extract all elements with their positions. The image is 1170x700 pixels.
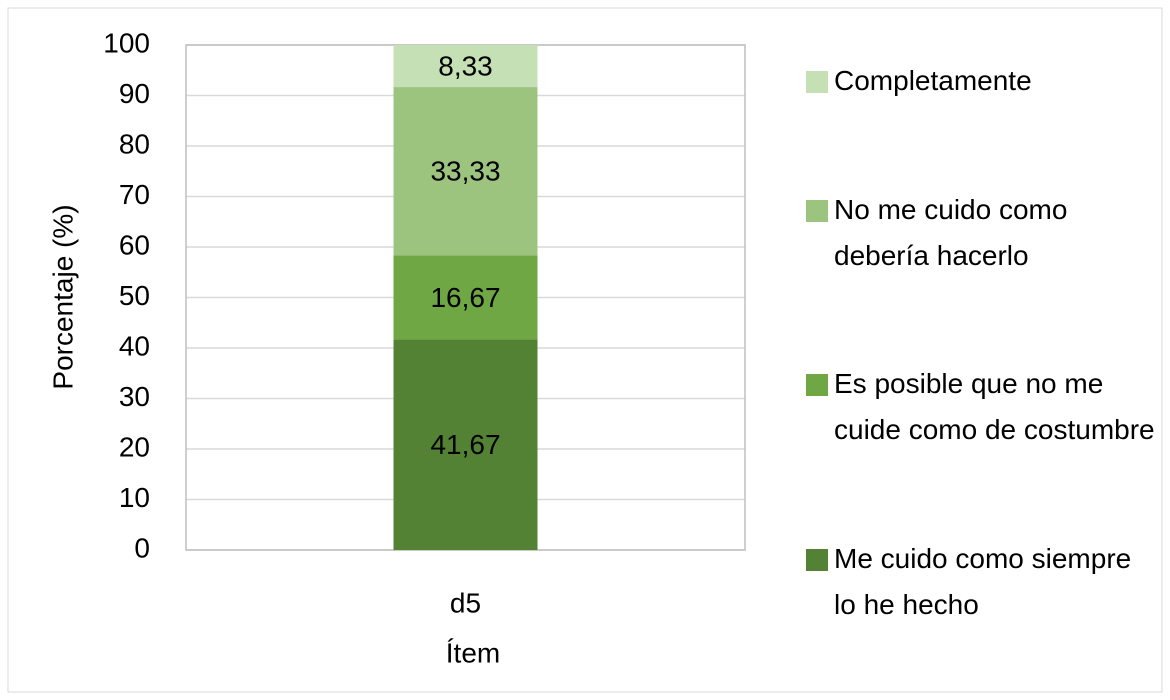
legend-swatch bbox=[806, 374, 828, 397]
legend-label: Es posible que no me cuide como de costu… bbox=[834, 368, 1155, 446]
y-tick-label: 30 bbox=[119, 381, 150, 412]
bar-segment bbox=[393, 87, 538, 256]
y-tick-label: 10 bbox=[119, 482, 150, 513]
x-axis-label: Ítem bbox=[446, 637, 500, 668]
bar-segment bbox=[393, 339, 538, 550]
y-tick-label: 40 bbox=[119, 330, 150, 361]
legend-item: Es posible que no me cuide como de costu… bbox=[806, 361, 1156, 453]
data-label: 16,67 bbox=[430, 282, 500, 313]
legend-item: Completamente bbox=[806, 58, 1156, 104]
y-tick-label: 100 bbox=[103, 27, 150, 58]
y-tick-label: 60 bbox=[119, 229, 150, 260]
legend: Completamente No me cuido como debería ha… bbox=[806, 58, 1156, 628]
y-tick-label: 50 bbox=[119, 280, 150, 311]
data-label: 8,33 bbox=[438, 50, 493, 81]
y-tick-label: 20 bbox=[119, 431, 150, 462]
legend-label: No me cuido como debería hacerlo bbox=[834, 193, 1068, 271]
y-tick-label: 70 bbox=[119, 179, 150, 210]
x-tick-label: d5 bbox=[450, 587, 481, 618]
legend-swatch bbox=[806, 71, 828, 93]
legend-item: No me cuido como debería hacerlo bbox=[806, 187, 1156, 279]
data-label: 33,33 bbox=[430, 156, 500, 187]
legend-item: Me cuido como siempre lo he hecho bbox=[806, 536, 1156, 628]
legend-swatch bbox=[806, 199, 828, 222]
legend-swatch bbox=[806, 548, 828, 571]
data-label: 41,67 bbox=[430, 429, 500, 460]
y-tick-label: 80 bbox=[119, 128, 150, 159]
legend-label: Completamente bbox=[834, 65, 1032, 96]
bar-segment bbox=[393, 255, 538, 340]
y-tick-label: 0 bbox=[134, 532, 150, 563]
y-tick-label: 90 bbox=[119, 78, 150, 109]
y-axis-label: Porcentaje (%) bbox=[47, 204, 78, 389]
chart-frame bbox=[7, 7, 1163, 693]
bar-segment bbox=[393, 45, 538, 88]
legend-label: Me cuido como siempre lo he hecho bbox=[834, 542, 1132, 620]
